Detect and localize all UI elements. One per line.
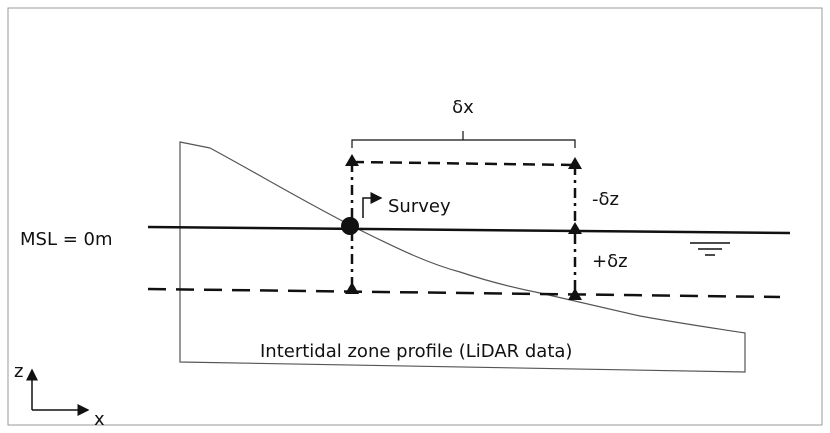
survey-label: Survey xyxy=(388,196,451,217)
upper-line xyxy=(351,160,576,167)
survey-point xyxy=(341,217,359,235)
profile xyxy=(179,141,746,373)
survey-arrow xyxy=(362,192,383,218)
x-axis-label: x xyxy=(94,409,105,430)
triangles xyxy=(345,154,582,300)
brace xyxy=(351,131,576,148)
water-symbol xyxy=(690,242,730,256)
plus-dz-label: +δz xyxy=(592,251,628,272)
minus-dz-label: -δz xyxy=(592,189,619,210)
msl-label: MSL = 0m xyxy=(20,229,113,250)
msl-line xyxy=(147,225,791,235)
frame xyxy=(7,7,823,426)
z-axis-label: z xyxy=(14,361,23,382)
lower-line xyxy=(147,287,781,299)
dx-label: δx xyxy=(452,97,474,118)
profile-label: Intertidal zone profile (LiDAR data) xyxy=(260,341,572,362)
